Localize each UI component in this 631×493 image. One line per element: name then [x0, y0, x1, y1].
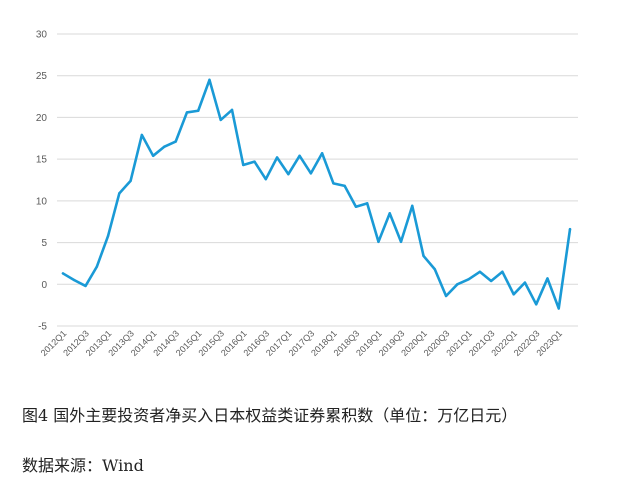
- data-point: [118, 192, 121, 195]
- data-point: [73, 278, 76, 282]
- data-source: 数据来源：Wind: [22, 456, 144, 475]
- data-point: [185, 111, 189, 114]
- data-point: [275, 156, 279, 159]
- gridlines: [57, 33, 578, 327]
- y-tick-label: 15: [36, 155, 48, 166]
- data-point: [568, 228, 572, 231]
- data-point: [95, 265, 99, 268]
- y-tick-label: 10: [36, 196, 48, 207]
- data-point: [61, 272, 65, 275]
- data-point: [546, 277, 549, 280]
- data-points: [61, 78, 572, 310]
- data-point: [208, 78, 211, 82]
- data-point: [84, 284, 87, 288]
- data-point: [422, 254, 425, 258]
- data-point: [411, 204, 414, 208]
- data-point: [320, 152, 324, 155]
- data-point: [106, 234, 110, 238]
- figure-caption: 图4 国外主要投资者净买入日本权益类证券累积数（单位：万亿日元）: [22, 406, 518, 425]
- y-tick-label: 20: [36, 113, 48, 124]
- data-point: [343, 184, 346, 188]
- data-point: [433, 268, 436, 271]
- y-tick-label: -5: [38, 322, 47, 333]
- y-tick-label: 0: [41, 280, 47, 291]
- data-point: [332, 182, 335, 185]
- line-chart: -5 0 5 10 15 20 25 30 2012Q12012Q32013Q12013Q32…: [36, 30, 578, 358]
- data-point: [399, 240, 403, 243]
- data-point: [354, 205, 358, 208]
- data-point: [309, 172, 313, 175]
- series-line: [61, 78, 572, 310]
- data-point: [230, 108, 234, 112]
- data-point: [298, 154, 301, 158]
- data-point: [377, 240, 380, 243]
- data-point: [129, 179, 132, 183]
- data-point: [264, 177, 267, 181]
- data-point: [174, 140, 177, 143]
- data-point: [557, 307, 560, 310]
- data-point: [366, 202, 369, 205]
- data-point: [140, 133, 144, 137]
- data-point: [444, 294, 448, 298]
- y-tick-label: 5: [41, 238, 47, 249]
- data-point: [197, 109, 200, 112]
- data-point: [253, 160, 256, 163]
- data-point: [523, 281, 527, 284]
- data-point: [535, 303, 538, 306]
- data-point: [512, 293, 515, 296]
- data-point: [456, 283, 459, 286]
- x-axis-ticks: 2012Q12012Q32013Q12013Q32014Q12014Q32015…: [39, 328, 564, 358]
- data-point: [388, 212, 391, 215]
- data-point: [219, 118, 222, 122]
- y-axis-ticks: -5 0 5 10 15 20 25 30: [36, 30, 48, 333]
- data-point: [478, 270, 482, 273]
- data-point: [242, 163, 245, 167]
- data-point: [467, 278, 470, 281]
- data-point: [489, 279, 493, 283]
- y-tick-label: 30: [36, 30, 48, 41]
- data-point: [287, 172, 290, 176]
- data-point: [151, 154, 155, 158]
- data-point: [501, 270, 504, 273]
- data-point: [163, 145, 166, 148]
- y-tick-label: 25: [36, 71, 48, 82]
